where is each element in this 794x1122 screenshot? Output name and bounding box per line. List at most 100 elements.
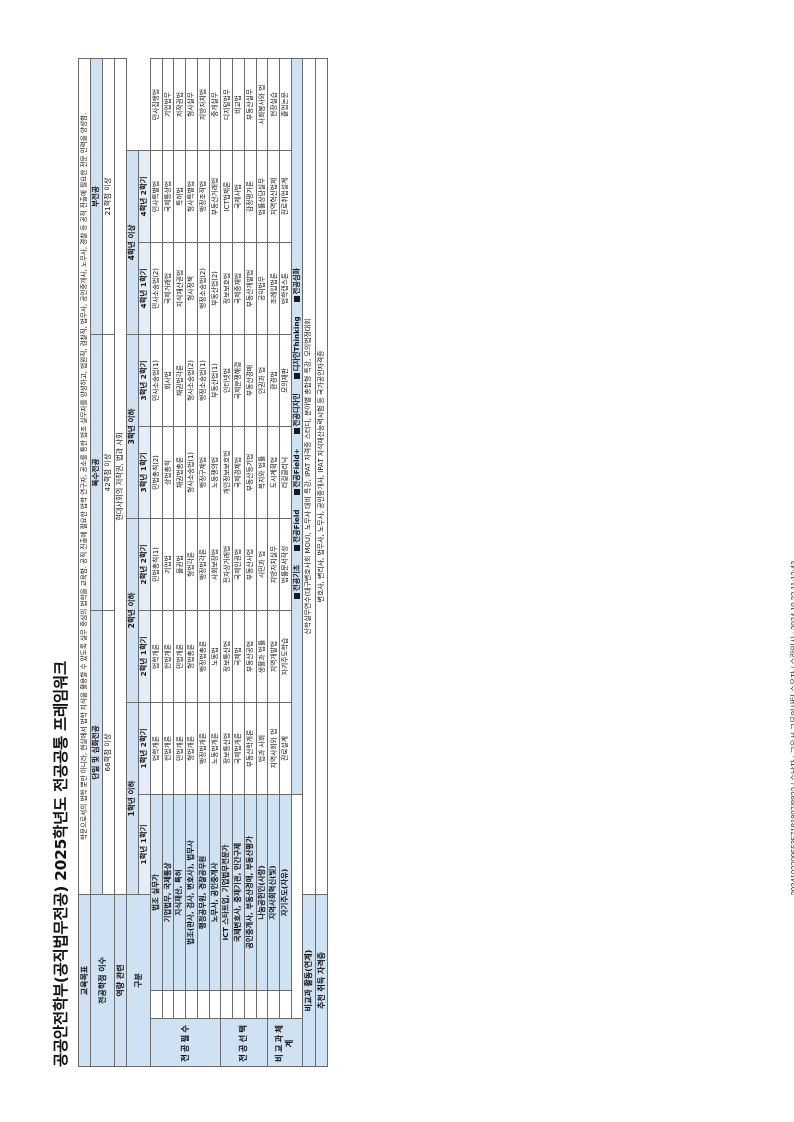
table-row: 자기주도(자유) 진로설계 자기주도학습 법률문서작성 리걸클리닉 모의재판 법학캡스톤 진로… xyxy=(279,58,292,1066)
table-row: 행정공무원, 경찰공무원 행정법개론 행정법총론 행정법각론 행정구제법 행정소송법(1)… xyxy=(197,58,210,1066)
legend-swatch-icon xyxy=(293,296,300,303)
credit-track-label: 복수전공 xyxy=(90,334,103,611)
course-cell: 복지와 법률 xyxy=(256,426,268,519)
course-cell: 시민과 법 xyxy=(256,518,268,611)
course-cell: 민사특별법 xyxy=(150,150,163,243)
course-cell: 부동산공법 xyxy=(244,610,257,703)
table-row: 비교과 활동(연계) 산학실무연수(대구변호사회 MOU), 노무사 대비 특강,… xyxy=(302,58,316,1067)
legend-swatch-icon xyxy=(293,544,300,551)
course-cell: 저작권법 xyxy=(173,58,186,151)
course-cell: 조례입법론 xyxy=(267,242,280,335)
course-cell: 도시계획법 xyxy=(267,426,280,519)
course-cell: ICT법제론 xyxy=(220,150,233,243)
table-row: 전공학점 이수 단일 및 심화전공 복수전공 부전공 xyxy=(90,58,115,1067)
spacer-cell xyxy=(244,990,257,1019)
row-label-credits: 전공학점 이수 xyxy=(90,894,115,1067)
course-cell: 지역혁신법제 xyxy=(267,150,280,243)
course-cell: 민법개론 xyxy=(173,702,186,795)
semester-header: 3학년 1학기 xyxy=(138,426,151,519)
job-title: 공인중개사, 부동산경매, 부동산평가 xyxy=(244,794,257,991)
table-row: 역량 관련 현대사회의 저작권, 법과 사회 xyxy=(114,58,127,1067)
education-goal-text: 학문으로서의 법학 뿐만 아니라, 현실에서 법학 지식을 활용할 수 있도록 … xyxy=(78,58,91,895)
course-cell: 환경법 xyxy=(267,334,280,427)
spacer-cell xyxy=(173,990,186,1019)
course-cell: 부동산등기법 xyxy=(244,426,257,519)
legend-label: 전공Field xyxy=(291,509,301,543)
course-cell: 물권법 xyxy=(173,518,186,611)
course-cell: 부동산개발법 xyxy=(244,242,257,335)
spacer-cell xyxy=(267,990,280,1019)
course-cell: 지역사회와 법 xyxy=(267,702,280,795)
course-cell: 민법총칙(1) xyxy=(150,518,163,611)
table-row: 국제변호사, 중재기관, 민간구제 국제법개론 국제법 국제인권법 국제경제법 국제분쟁해… xyxy=(232,58,245,1066)
course-cell: 법률문서작성 xyxy=(279,518,292,611)
credit-track-label: 부전공 xyxy=(90,58,103,335)
semester-header: 2학년 1학기 xyxy=(138,610,151,703)
course-cell: 채권법총론 xyxy=(173,426,186,519)
grade-group-header: 2학년 이하 xyxy=(126,518,139,703)
job-title: 지식재산, 특허 xyxy=(173,794,186,991)
course-cell: 기업법무 xyxy=(162,58,174,151)
course-cell: 헌법개론 xyxy=(162,702,174,795)
scan-footer-text: 202410220955357181897/8822 / 승낙자 : 교우서 교… xyxy=(789,561,794,896)
row-label-division: 구분 xyxy=(126,894,151,1067)
course-cell: 중개실무 xyxy=(209,58,221,151)
spacer-cell xyxy=(197,990,210,1019)
job-title: 국제변호사, 중재기관, 민간구제 xyxy=(232,794,245,991)
table-row: 비교과체계 지역사회혁신(빛) 지역사회와 법 지역개발법 지방자치실무 도시계획법 환경법… xyxy=(267,58,303,1067)
grade-group-header: 3학년 이하 xyxy=(126,334,139,519)
course-cell: 비교법 xyxy=(232,58,245,151)
legend-item: 디자인Thinking xyxy=(291,316,301,380)
spacer-cell xyxy=(279,990,292,1019)
legend-item: 전공디자인 xyxy=(292,393,301,435)
course-cell: 형사소송법(1) xyxy=(185,426,198,519)
course-cell: 행정법총론 xyxy=(197,610,210,703)
course-cell: 모의재판 xyxy=(279,334,292,427)
course-cell: 국제법개론 xyxy=(232,702,245,795)
job-title: 노무사, 공인중개사 xyxy=(209,794,221,991)
course-cell: 생활과 법률 xyxy=(256,610,268,703)
course-cell: 국제사법 xyxy=(232,150,245,243)
legend-label: 전공Field+ xyxy=(291,448,301,488)
course-group-label: 전공선택 xyxy=(220,1018,268,1067)
competency-value: 현대사회의 저작권, 법과 사회 xyxy=(114,58,127,895)
page-title: 공공안전학부(공직법무전공) 2025학년도 전공공통 프레임워크 xyxy=(52,661,70,1067)
course-cell: 형사실무 xyxy=(185,58,198,151)
table-row: 공인중개사, 부동산경매, 부동산평가 부동산학개론 부동산공법 부동산사법 부동산등기… xyxy=(244,58,257,1066)
job-title: 행정공무원, 경찰공무원 xyxy=(197,794,210,991)
course-cell: 부동산사법 xyxy=(244,518,257,611)
legend-swatch-icon xyxy=(293,373,300,380)
table-row: 전공기초 전공Field 전공Field+ 전공디자인 디자인Thinking 전공심화 xyxy=(291,58,303,1066)
course-cell: 특허법 xyxy=(173,150,186,243)
course-cell: 지방자치법 xyxy=(197,58,210,151)
course-cell: 정보통신법 xyxy=(220,610,233,703)
course-type-legend: 전공기초 전공Field 전공Field+ 전공디자인 디자인Thinking 전공심화 xyxy=(291,58,303,795)
credit-track-value: 66학점 이상 xyxy=(102,610,115,895)
table-row: 전공선택 ICT 스타트업, 기업법무전문가 정보통신법 정보통신법 전자상거래법 개인정… xyxy=(220,58,268,1067)
course-cell: 노동법개론 xyxy=(209,702,221,795)
legend-item: 전공기초 xyxy=(292,565,301,600)
legend-swatch-icon xyxy=(293,593,300,600)
semester-header: 2학년 2학기 xyxy=(138,518,151,611)
course-cell: 개인정보보호법 xyxy=(220,426,233,519)
course-cell: 지방자치실무 xyxy=(267,518,280,611)
spacer-cell xyxy=(185,990,198,1019)
curriculum-roadmap-table: 교육목표 학문으로서의 법학 뿐만 아니라, 현실에서 법학 지식을 활용할 수 … xyxy=(78,58,328,1067)
table-row: 기업법무, 국제통상 헌법개론 헌법개론 기업법 상법총칙 회사법 국제거래법 국제통상법 기업… xyxy=(162,58,174,1066)
legend-label: 디자인Thinking xyxy=(291,316,301,372)
course-cell: 채권법각론 xyxy=(173,334,186,427)
legend-item: 전공Field xyxy=(291,509,301,551)
course-cell: 국제거래법 xyxy=(162,242,174,335)
job-title: 법조(판사, 검사, 변호사), 법무사 xyxy=(185,794,198,991)
course-cell: 부동산거래법 xyxy=(209,150,221,243)
course-cell: 국제경제법 xyxy=(232,426,245,519)
table-row: 추천 취득 자격증 변호사, 변리사, 법무사, 노무사, 공인중개사, IPAT… xyxy=(315,58,328,1067)
table-row: 나눔공헌인(사랑) 법과 사회 생활과 법률 시민과 법 복지와 법률 인권과 법 공익법무… xyxy=(256,58,268,1066)
course-cell: 전자상거래법 xyxy=(220,518,233,611)
course-cell: 현장실습 xyxy=(267,58,280,151)
course-cell: 형사특별법 xyxy=(185,150,198,243)
course-cell: 부동산학개론 xyxy=(244,702,257,795)
course-cell: 디지털법무 xyxy=(220,58,233,151)
course-cell: 법학개론 xyxy=(150,610,163,703)
table-row: 교육목표 학문으로서의 법학 뿐만 아니라, 현실에서 법학 지식을 활용할 수 … xyxy=(78,58,91,1067)
